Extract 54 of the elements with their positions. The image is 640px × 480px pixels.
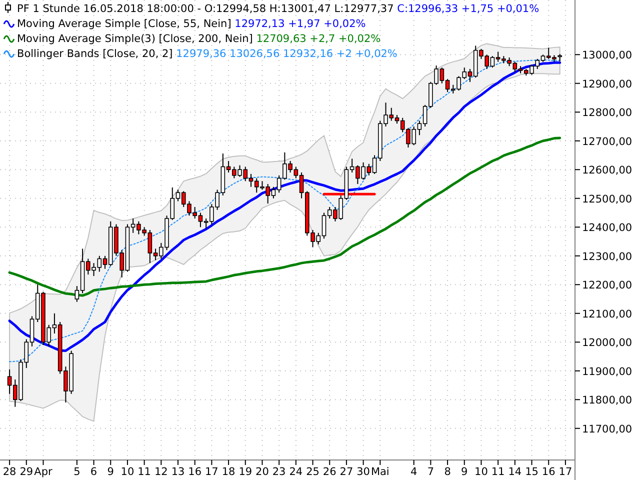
x-tick-label: 11 (138, 466, 151, 478)
x-tick-label: 19 (238, 466, 252, 478)
x-tick-label: 29 (20, 466, 34, 478)
y-tick-label: 12100,00 (582, 308, 632, 320)
annotation: 12979,36 13026,56 12932,16 +2 +0,02% (172, 48, 398, 60)
x-tick-label: 7 (427, 466, 434, 478)
legend-label: Moving Average Simple [Close, 55, Nein] (17, 18, 232, 30)
chart-subtitle: C:12996,33 +1,75 +0,01% (394, 3, 540, 15)
x-tick-label: 17 (205, 466, 218, 478)
x-tick-label: 26 (322, 466, 337, 478)
y-tick-label: 12300,00 (582, 250, 632, 263)
x-tick-label: 14 (508, 466, 522, 478)
annotation: 12709,63 +2,7 +0,02% (252, 33, 381, 45)
y-tick-label: 12400,00 (582, 222, 632, 234)
chart-title: PF 1 Stunde 16.05.2018 18:00:00 - O:12994,58 H:13001,47 L:12977,37 (17, 3, 394, 15)
y-tick-label: 12600,00 (582, 164, 632, 177)
x-tick-label: Mai (370, 466, 390, 478)
x-tick-label: 17 (558, 466, 572, 478)
x-tick-label: 8 (444, 466, 451, 478)
x-tick-label: 10 (120, 466, 134, 478)
x-tick-label: 23 (272, 466, 286, 478)
x-tick-label: 16 (188, 466, 202, 478)
legend-label: Bollinger Bands [Close, 20, 2] (17, 48, 173, 60)
y-tick-label: 12800,00 (582, 107, 632, 120)
annotation: 12972,13 +1,97 +0,02% (231, 18, 366, 30)
x-tick-label: Apr (34, 466, 53, 478)
x-tick-label: 16 (542, 466, 556, 478)
x-tick-label: 12 (154, 466, 168, 478)
y-tick-label: 11800,00 (582, 394, 632, 407)
x-tick-label: 9 (107, 466, 114, 478)
y-tick-label: 12700,00 (582, 136, 632, 148)
x-tick-label: 20 (256, 466, 269, 478)
x-tick-label: 5 (74, 466, 80, 478)
x-tick-label: 28 (2, 466, 16, 478)
x-tick-label: 27 (340, 466, 354, 478)
y-tick-label: 12500,00 (582, 193, 632, 206)
x-tick-label: 10 (474, 466, 488, 478)
y-tick-label: 12000,00 (582, 337, 632, 350)
y-tick-label: 11900,00 (582, 366, 632, 378)
x-tick-label: 15 (525, 466, 538, 478)
x-tick-label: 30 (356, 466, 370, 478)
y-tick-label: 11700,00 (582, 423, 632, 436)
y-tick-label: 13000,00 (582, 50, 632, 62)
x-tick-label: 25 (306, 466, 320, 478)
x-tick-label: 4 (410, 466, 418, 478)
legend-label: Moving Average Simple(3) [Close, 200, Nein] (17, 33, 253, 45)
x-tick-label: 24 (289, 466, 303, 478)
x-tick-label: 6 (90, 466, 98, 478)
y-tick-label: 12900,00 (582, 78, 632, 90)
x-tick-label: 9 (461, 466, 468, 478)
x-tick-label: 13 (171, 466, 185, 478)
y-tick-label: 12200,00 (582, 280, 632, 292)
x-tick-label: 11 (491, 466, 505, 478)
x-tick-label: 18 (222, 466, 236, 478)
